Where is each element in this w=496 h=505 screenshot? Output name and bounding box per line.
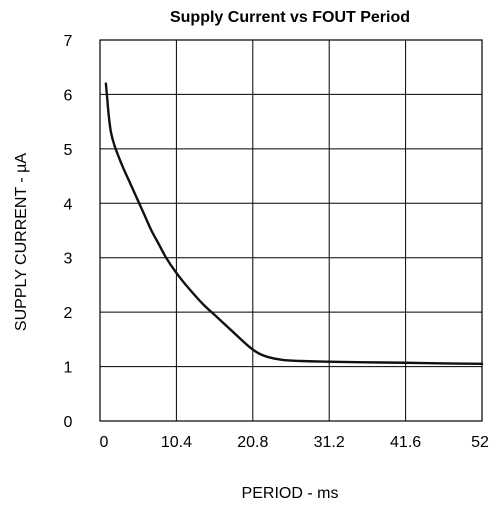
x-tick-label: 20.8	[237, 434, 268, 451]
y-axis-label: SUPPLY CURRENT - µA	[13, 153, 30, 331]
x-axis-label: PERIOD - ms	[242, 485, 339, 502]
x-tick-label: 0	[100, 434, 109, 451]
x-tick-label: 31.2	[314, 434, 345, 451]
plot-frame	[99, 39, 483, 422]
y-tick-label: 5	[64, 142, 73, 159]
y-tick-label: 3	[64, 251, 73, 268]
y-tick-label: 0	[64, 414, 73, 431]
y-tick-label: 4	[64, 196, 73, 213]
x-tick-label: 52	[471, 434, 489, 451]
y-tick-label: 6	[64, 87, 73, 104]
chart-title: Supply Current vs FOUT Period	[170, 9, 410, 26]
x-tick-label: 41.6	[390, 434, 421, 451]
y-tick-labels: 0 1 2 3 4 5 6 7	[64, 33, 73, 431]
y-tick-label: 1	[64, 360, 73, 377]
y-tick-label: 2	[64, 305, 73, 322]
x-tick-labels: 0 10.4 20.8 31.2 41.6 52	[100, 434, 489, 451]
series-layer	[104, 82, 484, 366]
x-tick-label: 10.4	[161, 434, 192, 451]
y-tick-label: 7	[64, 33, 73, 50]
supply-current-line	[104, 82, 484, 366]
